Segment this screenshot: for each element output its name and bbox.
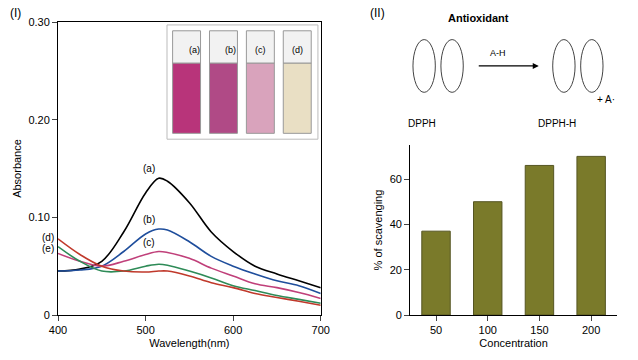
- svg-text:0.10: 0.10: [28, 211, 49, 223]
- svg-text:50: 50: [430, 324, 442, 336]
- svg-text:(a): (a): [189, 45, 200, 55]
- svg-text:Absorbance: Absorbance: [11, 139, 23, 198]
- svg-text:(a): (a): [143, 163, 155, 174]
- svg-text:DPPH-H: DPPH-H: [538, 118, 576, 129]
- svg-text:(e): (e): [42, 243, 54, 254]
- svg-text:(b): (b): [143, 214, 155, 225]
- svg-text:Concentration: Concentration: [479, 337, 548, 349]
- svg-text:700: 700: [312, 324, 330, 336]
- svg-text:Wavelength(nm): Wavelength(nm): [149, 337, 229, 349]
- svg-text:DPPH: DPPH: [408, 118, 436, 129]
- svg-text:(II): (II): [370, 6, 385, 20]
- svg-text:(d): (d): [42, 232, 54, 243]
- svg-text:+ A·: + A·: [597, 94, 615, 105]
- svg-text:0: 0: [396, 309, 402, 321]
- svg-text:(I): (I): [10, 6, 21, 20]
- svg-text:Antioxidant: Antioxidant: [448, 12, 509, 24]
- svg-text:200: 200: [582, 324, 600, 336]
- svg-text:500: 500: [136, 324, 154, 336]
- svg-text:600: 600: [224, 324, 242, 336]
- svg-text:60: 60: [390, 173, 402, 185]
- svg-text:A-H: A-H: [490, 48, 506, 58]
- svg-text:20: 20: [390, 264, 402, 276]
- svg-text:0.30: 0.30: [28, 16, 49, 28]
- svg-text:(d): (d): [292, 45, 303, 55]
- svg-text:0: 0: [44, 309, 50, 321]
- svg-text:40: 40: [390, 218, 402, 230]
- svg-text:100: 100: [479, 324, 497, 336]
- svg-text:150: 150: [530, 324, 548, 336]
- svg-text:400: 400: [49, 324, 67, 336]
- svg-text:(b): (b): [225, 45, 236, 55]
- svg-text:0.20: 0.20: [28, 114, 49, 126]
- svg-text:(c): (c): [255, 45, 266, 55]
- svg-text:% of scavenging: % of scavenging: [372, 190, 384, 271]
- svg-text:(c): (c): [143, 237, 155, 248]
